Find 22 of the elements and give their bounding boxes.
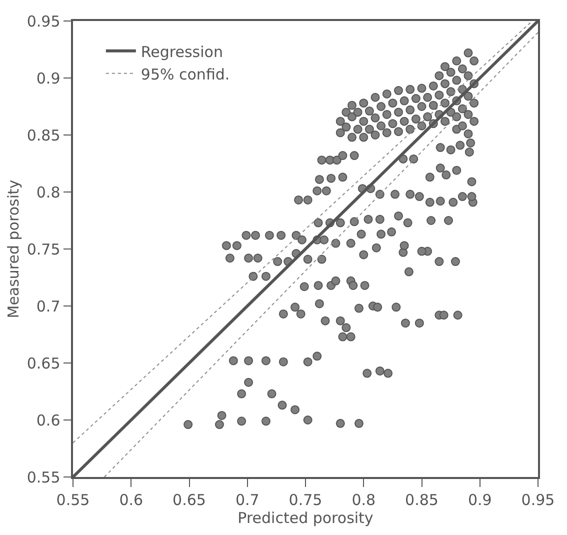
y-tick-label: 0.75 <box>26 240 60 258</box>
y-axis-title: Measured porosity <box>4 180 23 318</box>
x-tick-label: 0.95 <box>521 490 555 509</box>
y-tick-label: 0.7 <box>36 297 60 316</box>
y-tick-label: 0.55 <box>26 468 60 486</box>
y-tick-label: 0.8 <box>36 183 60 202</box>
x-tick-label: 0.85 <box>405 490 438 509</box>
x-tick-label: 0.9 <box>468 490 492 509</box>
x-tick-label: 0.75 <box>288 490 322 509</box>
y-tick-label: 0.6 <box>36 411 60 430</box>
legend-label: Regression <box>140 42 223 61</box>
y-tick-label: 0.9 <box>36 69 60 88</box>
legend-label: 95% confid. <box>140 65 230 84</box>
y-tick-label: 0.95 <box>26 12 60 30</box>
x-tick-label: 0.8 <box>352 490 376 509</box>
x-tick-label: 0.65 <box>172 490 206 509</box>
x-tick-label: 0.7 <box>235 490 260 509</box>
x-axis-title: Predicted porosity <box>238 508 374 527</box>
x-tick-label: 0.55 <box>56 490 90 509</box>
y-tick-label: 0.85 <box>26 126 60 144</box>
y-tick-label: 0.65 <box>26 354 60 372</box>
x-tick-label: 0.6 <box>119 490 144 509</box>
